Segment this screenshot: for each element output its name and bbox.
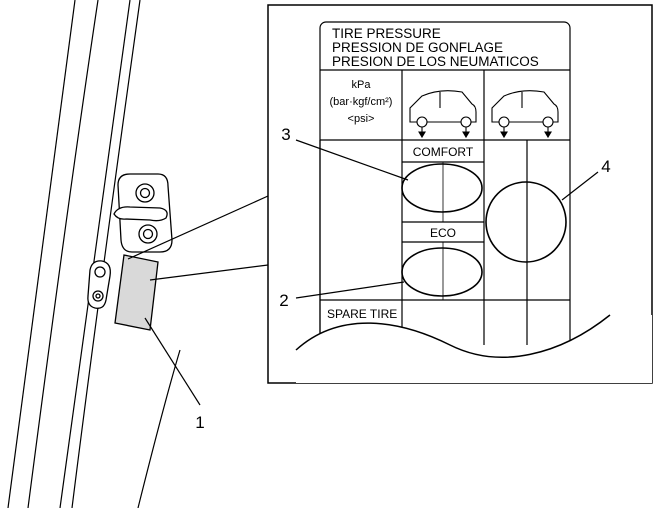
comfort-value-ellipse: [401, 163, 483, 213]
callout-4: 4: [601, 157, 610, 176]
magnify-leaders: [127, 195, 269, 281]
callout-3-leader: [295, 139, 409, 181]
pillar-edge-4: [71, 0, 141, 508]
callout-4-leader: [561, 171, 599, 201]
unit-kpa: kPa: [352, 79, 372, 91]
striker-loop: [113, 206, 168, 222]
rear-value-circle: [485, 181, 567, 263]
highlight-ellipses: [401, 163, 567, 297]
car-icon-rear: [491, 90, 559, 139]
door-check: [87, 260, 111, 309]
callout-1-leader: [144, 317, 201, 406]
callout-2: 2: [279, 291, 288, 310]
unit-bar-kgf: (bar·kgf/cm²): [330, 96, 393, 108]
car-icon-front: [409, 90, 477, 139]
pillar-edge-1: [7, 0, 76, 508]
callout-2-leader: [295, 281, 405, 299]
magnified-view-frame: [267, 4, 653, 384]
door-pillar: [7, 0, 181, 508]
callout-1: 1: [195, 413, 204, 432]
label-cut-edge: [295, 314, 611, 358]
pillar-edge-2: [27, 0, 99, 508]
tire-label-on-pillar: [114, 254, 159, 331]
door-striker: [113, 173, 173, 253]
pillar-edge-5: [137, 349, 181, 508]
mode-comfort: COMFORT: [413, 145, 474, 159]
spare-tire-label: SPARE TIRE: [327, 307, 397, 321]
mode-eco: ECO: [430, 226, 456, 240]
label-cut-wave: [296, 315, 652, 383]
unit-psi: <psi>: [348, 113, 375, 125]
label-title-line-2: PRESSION DE GONFLAGE: [332, 40, 503, 55]
label-title-line-3: PRESION DE LOS NEUMATICOS: [332, 54, 539, 69]
callout-3: 3: [281, 125, 290, 144]
pillar-edge-3: [59, 0, 131, 508]
eco-value-ellipse: [401, 247, 483, 297]
label-title-line-1: TIRE PRESSURE: [332, 26, 441, 41]
